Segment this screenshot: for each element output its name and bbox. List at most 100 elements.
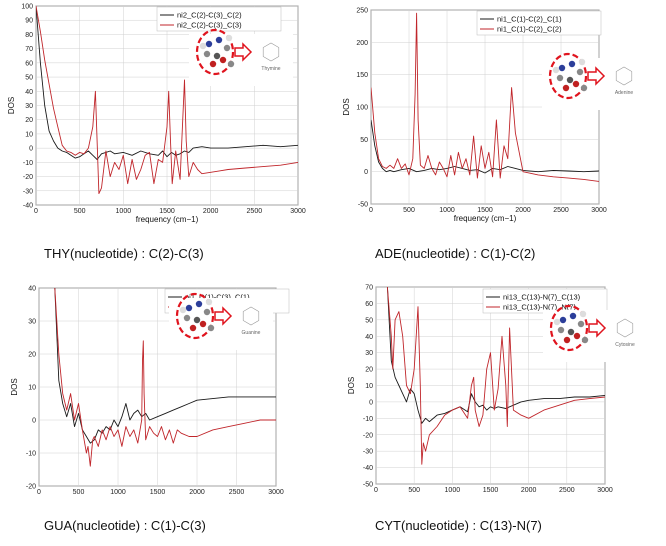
atom-icon <box>179 306 187 314</box>
legend-entry: ni1_C(1)-C(3)_C(1) <box>185 293 250 302</box>
x-tick-label: 2000 <box>203 208 219 215</box>
atom-icon <box>225 34 233 42</box>
y-axis-label: DOS <box>347 377 356 394</box>
atom-icon <box>203 308 211 316</box>
molecule-inset: Thymine <box>189 28 293 86</box>
x-axis-label: frequency (cm−1) <box>136 215 199 224</box>
x-tick-label: 3000 <box>597 487 613 494</box>
y-tick-label: 0 <box>364 169 368 176</box>
atom-icon <box>209 60 217 68</box>
y-axis-label: DOS <box>10 378 19 395</box>
atom-icon <box>569 312 577 320</box>
y-tick-label: 100 <box>356 105 368 112</box>
y-tick-label: -30 <box>363 449 373 456</box>
atom-icon <box>205 298 213 306</box>
caption-thy: THY(nucleotide) : C(2)-C(3) <box>44 246 204 261</box>
atom-icon <box>559 316 567 324</box>
y-tick-label: 200 <box>356 40 368 47</box>
atom-icon <box>576 68 584 76</box>
series-group <box>371 12 599 182</box>
x-tick-label: 3000 <box>591 207 607 214</box>
y-tick-label: 60 <box>25 60 33 67</box>
y-tick-label: 30 <box>365 350 373 357</box>
y-tick-label: -20 <box>26 484 36 491</box>
legend: ni1_C(1)-C(2)_C(1)ni1_C(1)-C(2)_C(2) <box>476 10 602 36</box>
y-axis-label: DOS <box>7 97 16 114</box>
atom-icon <box>193 316 201 324</box>
y-tick-label: 70 <box>25 46 33 53</box>
atom-icon <box>223 44 231 52</box>
y-tick-label: 150 <box>356 72 368 79</box>
x-tick-label: 2500 <box>247 208 263 215</box>
y-tick-label: -40 <box>23 203 33 210</box>
x-tick-label: 500 <box>403 207 415 214</box>
ring-structure-icon <box>242 306 260 326</box>
atom-icon <box>563 336 571 344</box>
atom-icon <box>195 300 203 308</box>
x-axis-label: frequency (cm−1) <box>454 214 517 223</box>
y-tick-label: 70 <box>365 285 373 292</box>
molecule-name: Adenine <box>615 90 634 96</box>
ring-structure-icon <box>616 318 634 338</box>
y-tick-label: 50 <box>365 317 373 324</box>
atom-icon <box>552 66 560 74</box>
x-tick-label: 2500 <box>559 487 575 494</box>
legend-entry: ni13_C(13)-N(7)_C(13) <box>503 293 581 302</box>
molecule-inset: Guanine <box>169 292 273 350</box>
x-tick-label: 1500 <box>477 207 493 214</box>
legend: ni2_C(2)-C(3)_C(2)ni2_C(2)-C(3)_C(3) <box>156 6 282 32</box>
legend-entry: ni1_C(1)-C(2)_C(2) <box>497 25 562 34</box>
highlight-circle-icon <box>175 292 215 340</box>
y-tick-label: 10 <box>28 385 36 392</box>
x-tick-label: 0 <box>374 487 378 494</box>
y-tick-label: -10 <box>26 451 36 458</box>
y-tick-label: -50 <box>363 482 373 489</box>
ring-structure-icon <box>262 42 280 62</box>
atom-icon <box>183 314 191 322</box>
atom-icon <box>189 324 197 332</box>
y-tick-label: -20 <box>23 174 33 181</box>
y-tick-label: 90 <box>25 18 33 25</box>
x-tick-label: 1500 <box>483 487 499 494</box>
legend-entry: ni13_C(13)-N(7)_N(7) <box>503 303 576 312</box>
y-tick-label: 20 <box>28 352 36 359</box>
atom-icon <box>577 320 585 328</box>
atom-icon <box>578 58 586 66</box>
series-line-1 <box>54 288 276 444</box>
series-line-2 <box>54 288 276 467</box>
arrow-right-icon <box>234 42 253 62</box>
atom-icon <box>581 336 589 344</box>
atom-icon <box>573 332 581 340</box>
atom-icon <box>553 318 561 326</box>
molecule-inset: Cytosine <box>543 304 647 362</box>
y-tick-label: 30 <box>25 103 33 110</box>
x-tick-label: 3000 <box>268 489 284 496</box>
legend-box <box>482 288 608 314</box>
highlight-circle-icon <box>195 28 235 76</box>
atom-icon <box>579 310 587 318</box>
caption-cyt: CYT(nucleotide) : C(13)-N(7) <box>375 518 542 533</box>
highlight-circle-icon <box>549 304 589 352</box>
series-line-1 <box>371 119 599 174</box>
series-line-2 <box>386 287 605 465</box>
y-axis-label: DOS <box>342 98 351 115</box>
x-tick-label: 1500 <box>150 489 166 496</box>
caption-gua: GUA(nucleotide) : C(1)-C(3) <box>44 518 206 533</box>
x-tick-label: 500 <box>408 487 420 494</box>
x-tick-label: 2000 <box>189 489 205 496</box>
molecule-name: Thymine <box>261 66 280 72</box>
molecule-inset: Adenine <box>542 52 646 110</box>
y-tick-label: -40 <box>363 465 373 472</box>
y-tick-label: -20 <box>363 432 373 439</box>
series-group <box>386 287 605 465</box>
y-tick-label: -30 <box>23 188 33 195</box>
y-tick-label: 0 <box>29 146 33 153</box>
x-tick-label: 1000 <box>439 207 455 214</box>
series-group <box>54 288 276 467</box>
x-tick-label: 1500 <box>159 208 175 215</box>
atom-icon <box>185 304 193 312</box>
x-tick-label: 2500 <box>553 207 569 214</box>
y-tick-label: 0 <box>369 399 373 406</box>
y-tick-label: 10 <box>365 383 373 390</box>
legend-box <box>476 10 602 36</box>
